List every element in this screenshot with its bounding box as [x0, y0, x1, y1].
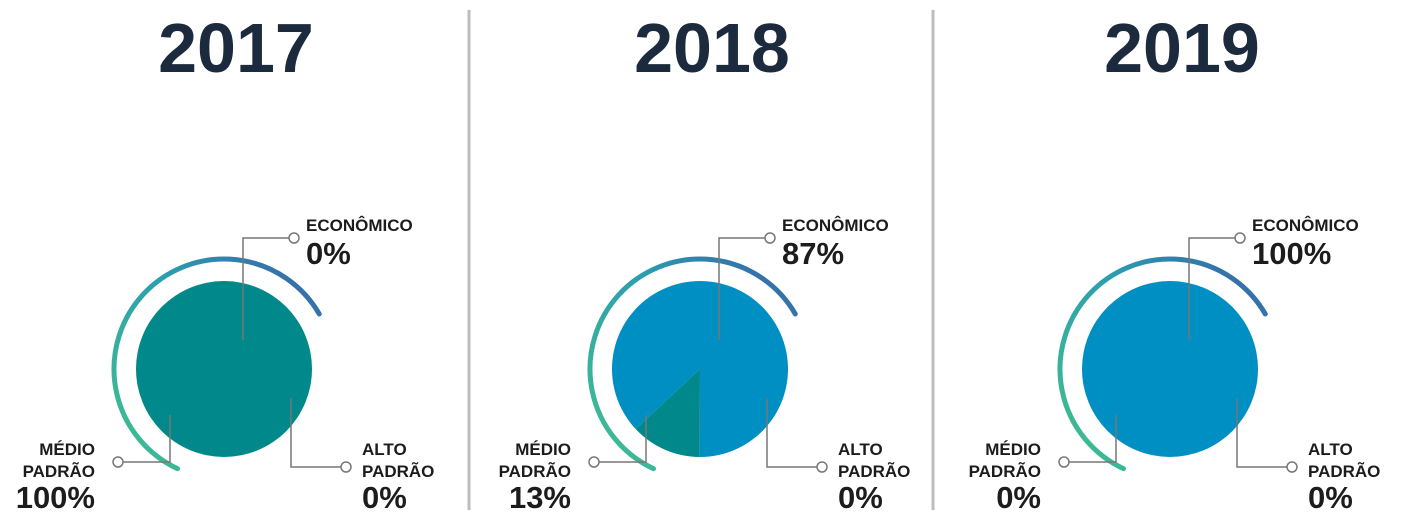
- value-label: 100%: [15, 480, 95, 513]
- value-label: 13%: [508, 480, 571, 513]
- category-label: MÉDIO PADRÃO: [968, 440, 1041, 481]
- leader-dot: [764, 232, 776, 244]
- category-label: MÉDIO PADRÃO: [22, 440, 95, 481]
- category-label: ALTO PADRÃO: [838, 440, 911, 481]
- leader-dot: [816, 461, 828, 473]
- category-label: ECONÔMICO: [1252, 216, 1359, 235]
- leader-dot: [288, 232, 300, 244]
- leader-line: [1188, 237, 1235, 340]
- value-label: 100%: [1252, 236, 1332, 271]
- leader-line: [718, 237, 765, 340]
- chart-title: 2017: [158, 9, 314, 87]
- category-label: ECONÔMICO: [306, 216, 413, 235]
- chart-title: 2018: [634, 9, 790, 87]
- leader-line: [242, 237, 289, 340]
- leader-dot: [588, 456, 600, 468]
- leader-dot: [1058, 456, 1070, 468]
- leader-dot: [340, 461, 352, 473]
- value-label: 0%: [838, 480, 883, 513]
- value-label: 0%: [362, 480, 407, 513]
- leader-line: [766, 398, 817, 468]
- decor-ring: [587, 256, 798, 472]
- value-label: 0%: [1308, 480, 1353, 513]
- leader-line: [290, 398, 341, 468]
- leader-line: [1069, 415, 1117, 463]
- pie-slice: [635, 369, 700, 457]
- leader-dot: [1234, 232, 1246, 244]
- category-label: ECONÔMICO: [782, 216, 889, 235]
- decor-ring: [111, 256, 322, 472]
- leader-line: [1236, 398, 1287, 468]
- decor-ring: [1057, 256, 1268, 472]
- leader-dot: [1286, 461, 1298, 473]
- category-label: ALTO PADRÃO: [1308, 440, 1381, 481]
- value-label: 87%: [782, 236, 845, 271]
- leader-line: [599, 415, 647, 463]
- leader-dot: [112, 456, 124, 468]
- value-label: 0%: [306, 236, 351, 271]
- category-label: ALTO PADRÃO: [362, 440, 435, 481]
- leader-line: [123, 415, 171, 463]
- category-label: MÉDIO PADRÃO: [498, 440, 571, 481]
- chart-title: 2019: [1104, 9, 1260, 87]
- value-label: 0%: [996, 480, 1041, 513]
